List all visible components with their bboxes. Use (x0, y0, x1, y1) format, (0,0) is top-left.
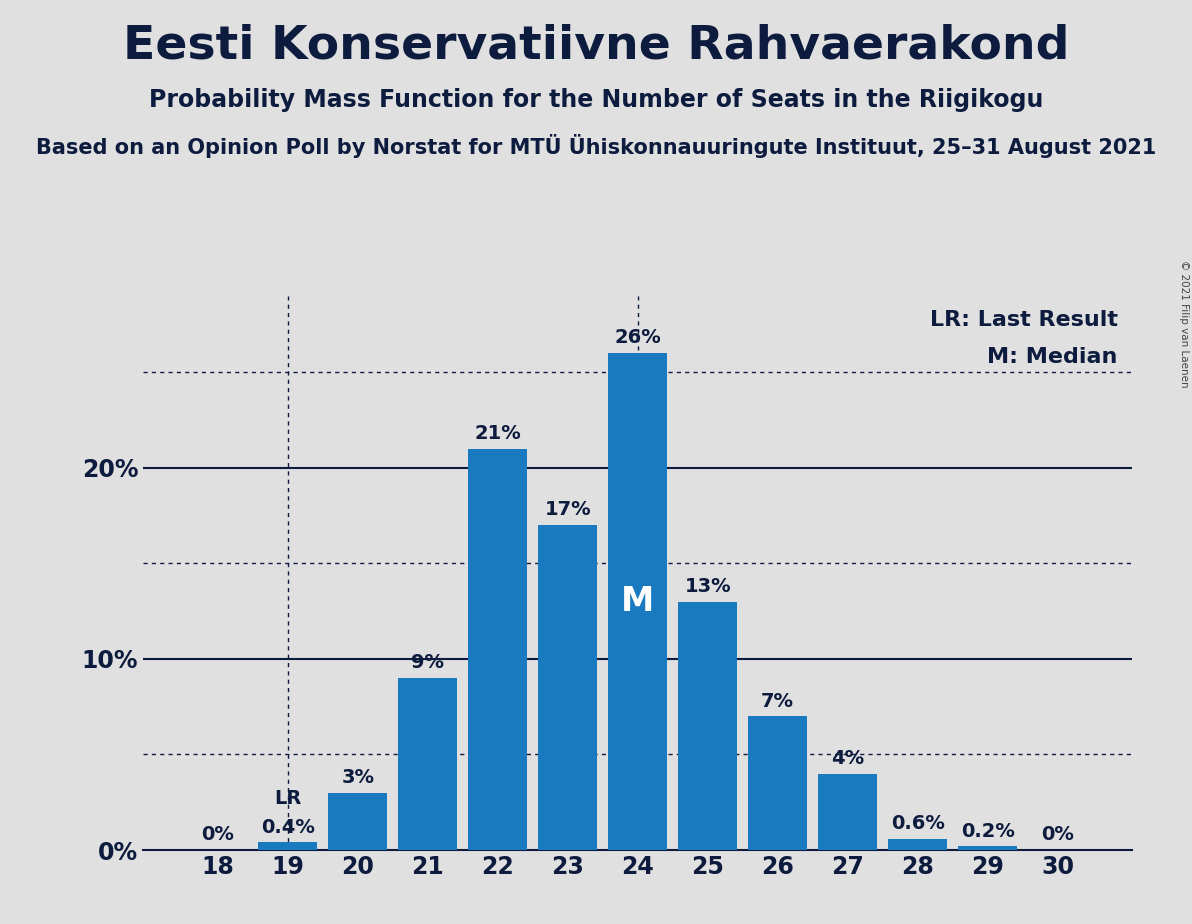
Bar (747, 716, 807, 850)
Text: LR: Last Result: LR: Last Result (930, 310, 1118, 330)
Text: 0%: 0% (1042, 825, 1074, 845)
Text: 9%: 9% (411, 653, 445, 673)
Text: Probability Mass Function for the Number of Seats in the Riigikogu: Probability Mass Function for the Number… (149, 88, 1043, 112)
Bar (958, 846, 1018, 850)
Text: 0.4%: 0.4% (261, 818, 315, 837)
Bar (678, 602, 738, 850)
Text: 17%: 17% (545, 501, 591, 519)
Text: LR: LR (274, 789, 302, 808)
Bar (468, 449, 528, 850)
Text: 21%: 21% (474, 424, 521, 443)
Bar (328, 793, 387, 850)
Text: 0.6%: 0.6% (890, 814, 944, 833)
Text: 4%: 4% (831, 748, 864, 768)
Text: M: Median: M: Median (987, 346, 1118, 367)
Text: 0.2%: 0.2% (961, 821, 1014, 841)
Text: 7%: 7% (762, 691, 794, 711)
Bar (398, 678, 458, 850)
Text: 26%: 26% (614, 328, 662, 347)
Bar (538, 525, 597, 850)
Text: Based on an Opinion Poll by Norstat for MTÜ Ühiskonnauuringute Instituut, 25–31 : Based on an Opinion Poll by Norstat for … (36, 134, 1156, 158)
Bar (888, 839, 948, 850)
Bar (608, 353, 668, 850)
Text: 13%: 13% (684, 577, 731, 596)
Bar (257, 843, 317, 850)
Text: 3%: 3% (341, 768, 374, 787)
Bar (818, 773, 877, 850)
Text: M: M (621, 585, 654, 618)
Text: 0%: 0% (201, 825, 234, 845)
Text: Eesti Konservatiivne Rahvaerakond: Eesti Konservatiivne Rahvaerakond (123, 23, 1069, 68)
Text: © 2021 Filip van Laenen: © 2021 Filip van Laenen (1179, 260, 1188, 387)
